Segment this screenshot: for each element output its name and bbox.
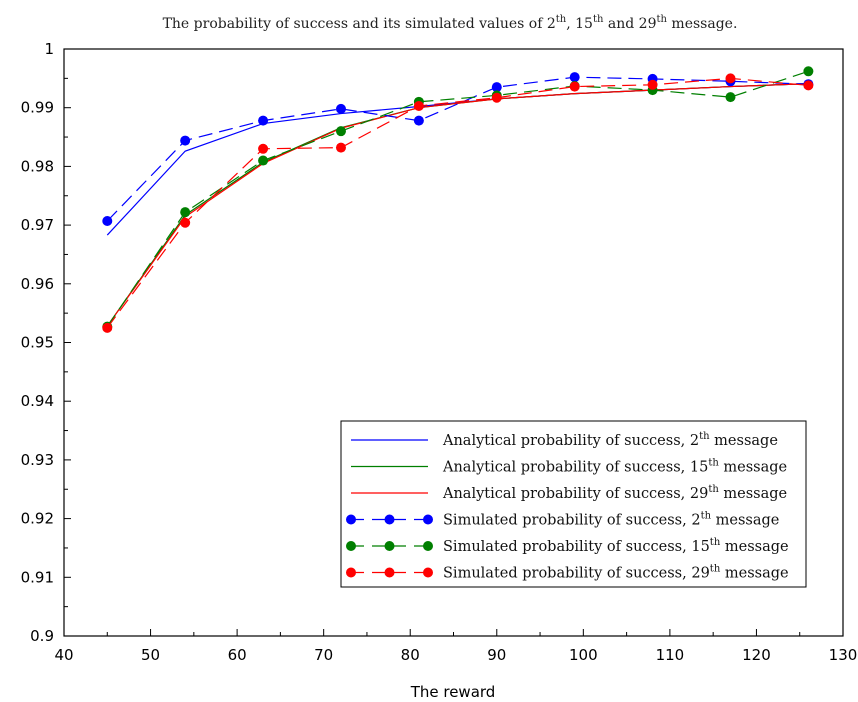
x-tick-label: 110 [656,646,685,664]
y-tick-label: 0.91 [21,568,54,586]
y-tick-label: 0.95 [21,334,54,352]
series-5-point [803,80,814,91]
series-4-point [803,66,814,77]
series-3-point [335,103,346,114]
legend-label-0: Analytical probability of success, 2th m… [442,431,778,449]
legend: Analytical probability of success, 2th m… [340,420,807,588]
x-tick-label: 100 [569,646,598,664]
legend-box [340,420,807,588]
x-tick-label: 80 [401,646,420,664]
x-tick-label: 40 [54,646,73,664]
series-4-point [725,92,736,103]
series-line-1 [106,83,809,327]
y-tick-label: 1 [44,40,54,58]
series-5-point [413,100,424,111]
series-5-point [569,81,580,92]
legend-marker [423,514,433,525]
y-tick-label: 0.93 [21,451,54,469]
series-5-point [647,79,658,90]
legend-marker [346,514,356,525]
x-tick-label: 60 [228,646,247,664]
series-5-point [491,92,502,103]
x-tick-label: 130 [829,646,858,664]
series-3-point [413,115,424,126]
legend-label-3: Simulated probability of success, 2th me… [443,511,779,529]
series-5-point [258,143,269,154]
axes-layer: 40 50 60 70 80 90 100 110 120 130 0.9 0.91 0.92 0.93 0… [21,40,858,664]
legend-marker [423,541,433,551]
y-tick-label: 0.92 [21,510,54,528]
series-line-3 [106,76,809,222]
series-line-2 [106,83,809,327]
y-tick-label: 0.98 [21,157,54,175]
series-3-point [258,115,269,126]
y-tick-label: 0.94 [21,392,54,410]
series-5-point [335,142,346,153]
series-3-point [491,82,502,93]
series-4-point [258,155,269,166]
series-5-point [725,73,736,84]
y-tick-label: 0.99 [21,99,54,117]
series-3-point [180,135,191,146]
data-layer [102,66,814,333]
x-tick-label: 90 [487,646,506,664]
x-tick-label: 70 [314,646,333,664]
y-tick-label: 0.96 [21,275,54,293]
series-line-0 [106,83,809,236]
series-3-point [569,72,580,83]
legend-marker [384,514,395,525]
y-tick-label: 0.97 [21,216,54,234]
series-line-5 [106,77,809,329]
legend-marker [384,541,395,551]
series-5-point [102,322,113,333]
legend-marker [384,567,395,578]
chart-title: The probability of success and its simul… [163,14,738,32]
legend-marker [423,567,433,578]
legend-label-1: Analytical probability of success, 15th … [442,458,787,476]
legend-label-2: Analytical probability of success, 29th … [442,484,787,502]
series-line-4 [106,70,809,327]
series-5-point [180,217,191,228]
x-tick-label: 120 [742,646,771,664]
x-tick-label: 50 [141,646,160,664]
legend-label-4: Simulated probability of success, 15th m… [443,537,789,555]
x-axis-label: The reward [410,683,496,701]
series-4-point [180,207,191,218]
series-4-point [335,126,346,137]
y-tick-label: 0.9 [30,627,54,645]
series-3-point [102,215,113,226]
legend-label-5: Simulated probability of success, 29th m… [443,564,789,582]
legend-marker [346,567,356,578]
legend-marker [346,541,356,551]
